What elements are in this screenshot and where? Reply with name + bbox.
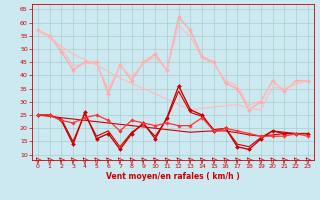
X-axis label: Vent moyen/en rafales ( km/h ): Vent moyen/en rafales ( km/h ) xyxy=(106,172,240,181)
